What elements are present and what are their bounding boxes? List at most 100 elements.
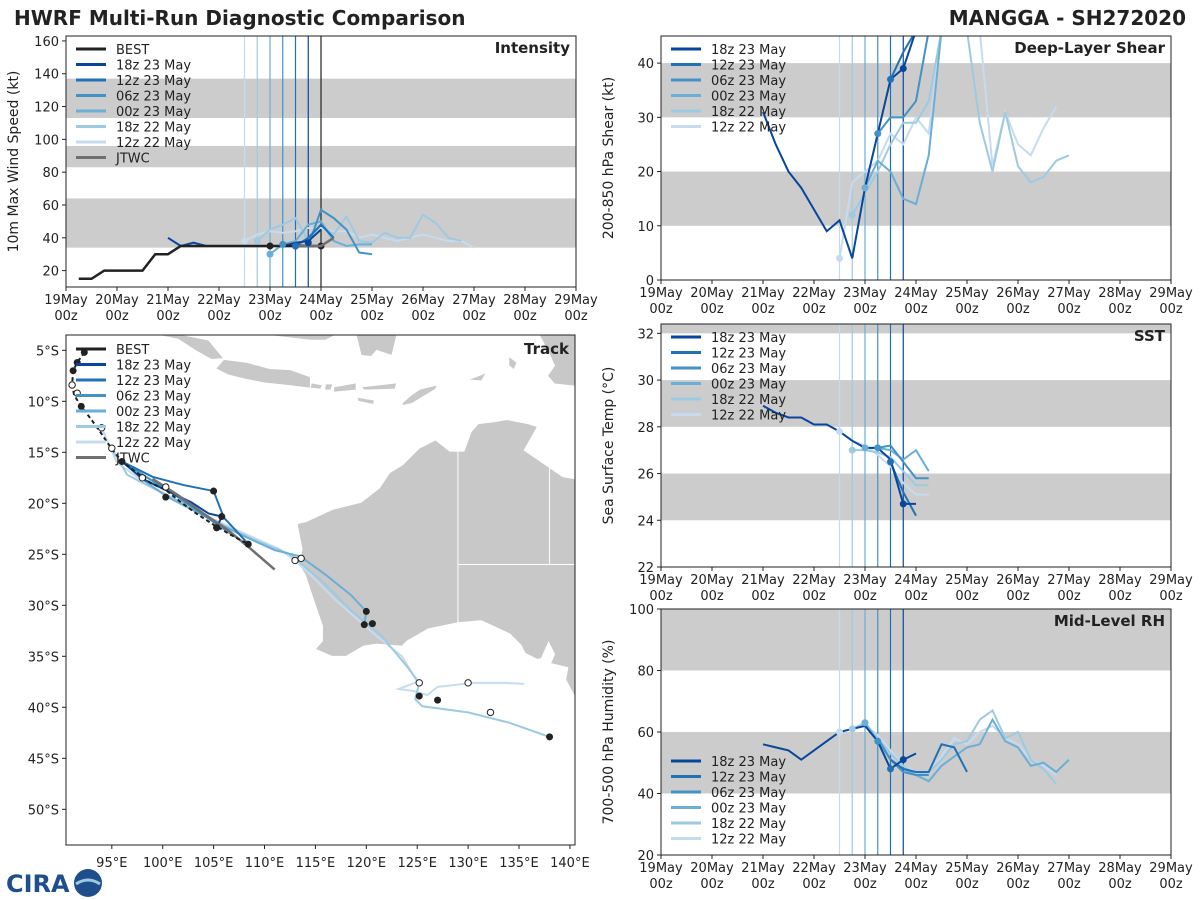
- x-tick-label: 00z: [309, 309, 333, 324]
- x-tick-label: 25May: [945, 573, 989, 588]
- y-tick-label: 160: [34, 35, 59, 50]
- best-point: [118, 457, 126, 465]
- x-tick-label: 00z: [802, 877, 826, 892]
- x-tick-label: 00z: [513, 309, 537, 324]
- legend-label: 12z 22 May: [711, 833, 786, 848]
- x-tick-label: 00z: [258, 309, 282, 324]
- initial-point: [874, 444, 882, 452]
- x-tick-label: 29May: [1149, 286, 1193, 301]
- initial-point: [848, 725, 856, 733]
- x-tick-label: 00z: [904, 589, 928, 604]
- shaded-band: [661, 732, 1171, 794]
- lon-tick-label: 135°E: [499, 856, 539, 871]
- legend-label: 12z 23 May: [711, 347, 786, 362]
- panel-title: Deep-Layer Shear: [1014, 39, 1165, 57]
- figure-title: HWRF Multi-Run Diagnostic Comparison: [14, 6, 466, 30]
- best-open-point: [68, 381, 76, 389]
- x-tick-label: 25May: [945, 861, 989, 876]
- sst-panel: 22242628303219May00z20May00z21May00z22Ma…: [601, 323, 1193, 604]
- globe-icon: [74, 869, 102, 897]
- x-tick-label: 19May: [639, 861, 683, 876]
- island-landmass: [324, 383, 334, 391]
- track-point: [210, 487, 218, 495]
- x-tick-label: 22May: [197, 293, 241, 308]
- x-tick-label: 27May: [452, 293, 496, 308]
- initial-point: [861, 444, 869, 452]
- x-tick-label: 24May: [894, 861, 938, 876]
- x-tick-label: 21May: [741, 286, 785, 301]
- panel-title: Track: [524, 340, 570, 358]
- x-tick-label: 27May: [1047, 286, 1091, 301]
- panel-title: SST: [1134, 327, 1166, 345]
- x-tick-label: 20May: [95, 293, 139, 308]
- shear-plot-area: [661, 36, 1171, 280]
- legend-label: 00z 23 May: [116, 105, 191, 120]
- y-axis-label: 10m Max Wind Speed (kt): [6, 71, 22, 253]
- legend-label: JTWC: [115, 452, 150, 467]
- x-tick-label: 00z: [853, 302, 877, 317]
- x-tick-label: 00z: [751, 589, 775, 604]
- x-tick-label: 25May: [945, 286, 989, 301]
- legend-label: 18z 23 May: [116, 59, 191, 74]
- x-tick-label: 00z: [105, 309, 129, 324]
- lon-tick-label: 120°E: [347, 856, 387, 871]
- y-tick-label: 20: [42, 265, 59, 280]
- x-tick-label: 00z: [207, 309, 231, 324]
- x-tick-label: 00z: [1057, 589, 1081, 604]
- track-open-point: [486, 708, 495, 717]
- x-tick-label: 29May: [1149, 861, 1193, 876]
- x-tick-label: 00z: [751, 877, 775, 892]
- x-tick-label: 00z: [54, 309, 78, 324]
- legend-label: 18z 23 May: [711, 43, 786, 58]
- track-point: [218, 513, 226, 521]
- x-tick-label: 29May: [554, 293, 598, 308]
- initial-point: [887, 765, 894, 773]
- legend-label: 12z 22 May: [116, 436, 191, 451]
- best-point: [80, 348, 88, 356]
- track-point: [360, 621, 368, 629]
- legend-label: 06z 23 May: [116, 90, 191, 105]
- y-tick-label: 80: [42, 166, 59, 181]
- x-tick-label: 27May: [1047, 861, 1091, 876]
- best-point: [69, 367, 77, 375]
- legend-label: 18z 22 May: [711, 817, 786, 832]
- lat-tick-label: 20°S: [28, 497, 59, 512]
- shaded-band: [661, 380, 1171, 427]
- legend-label: 00z 23 May: [711, 802, 786, 817]
- x-tick-label: 00z: [1057, 877, 1081, 892]
- map-frame: [65, 334, 576, 846]
- x-tick-label: 00z: [955, 302, 979, 317]
- series-line-5: [244, 226, 475, 249]
- x-tick-label: 00z: [751, 302, 775, 317]
- y-axis-label: 700-500 hPa Humidity (%): [601, 640, 617, 825]
- logo-text: CIRA: [6, 870, 70, 898]
- x-tick-label: 00z: [1108, 877, 1132, 892]
- initial-point: [836, 728, 843, 736]
- track-open-point: [291, 556, 299, 565]
- island-landmass: [467, 371, 488, 382]
- x-tick-label: 24May: [894, 286, 938, 301]
- x-tick-label: 00z: [649, 877, 673, 892]
- series-line-2: [876, 36, 929, 135]
- x-tick-label: 00z: [904, 302, 928, 317]
- x-tick-label: 20May: [690, 286, 734, 301]
- x-tick-label: 23May: [843, 286, 887, 301]
- x-tick-label: 28May: [503, 293, 547, 308]
- shear-panel: 01020304019May00z20May00z21May00z22May00…: [601, 35, 1193, 317]
- x-tick-label: 00z: [802, 589, 826, 604]
- shaded-band: [661, 609, 1171, 671]
- x-tick-label: 00z: [700, 589, 724, 604]
- island-landmass: [333, 382, 357, 393]
- x-tick-label: 23May: [248, 293, 292, 308]
- shaded-band: [661, 473, 1171, 521]
- legend-label: JTWC: [115, 152, 150, 167]
- lat-tick-label: 40°S: [28, 701, 59, 716]
- panel-title: Mid-Level RH: [1054, 612, 1165, 630]
- legend-label: 00z 23 May: [711, 378, 786, 393]
- x-tick-label: 00z: [462, 309, 486, 324]
- x-tick-label: 28May: [1098, 573, 1142, 588]
- lat-tick-label: 35°S: [28, 650, 59, 665]
- track-point: [244, 540, 252, 548]
- series-line-4: [851, 36, 1070, 216]
